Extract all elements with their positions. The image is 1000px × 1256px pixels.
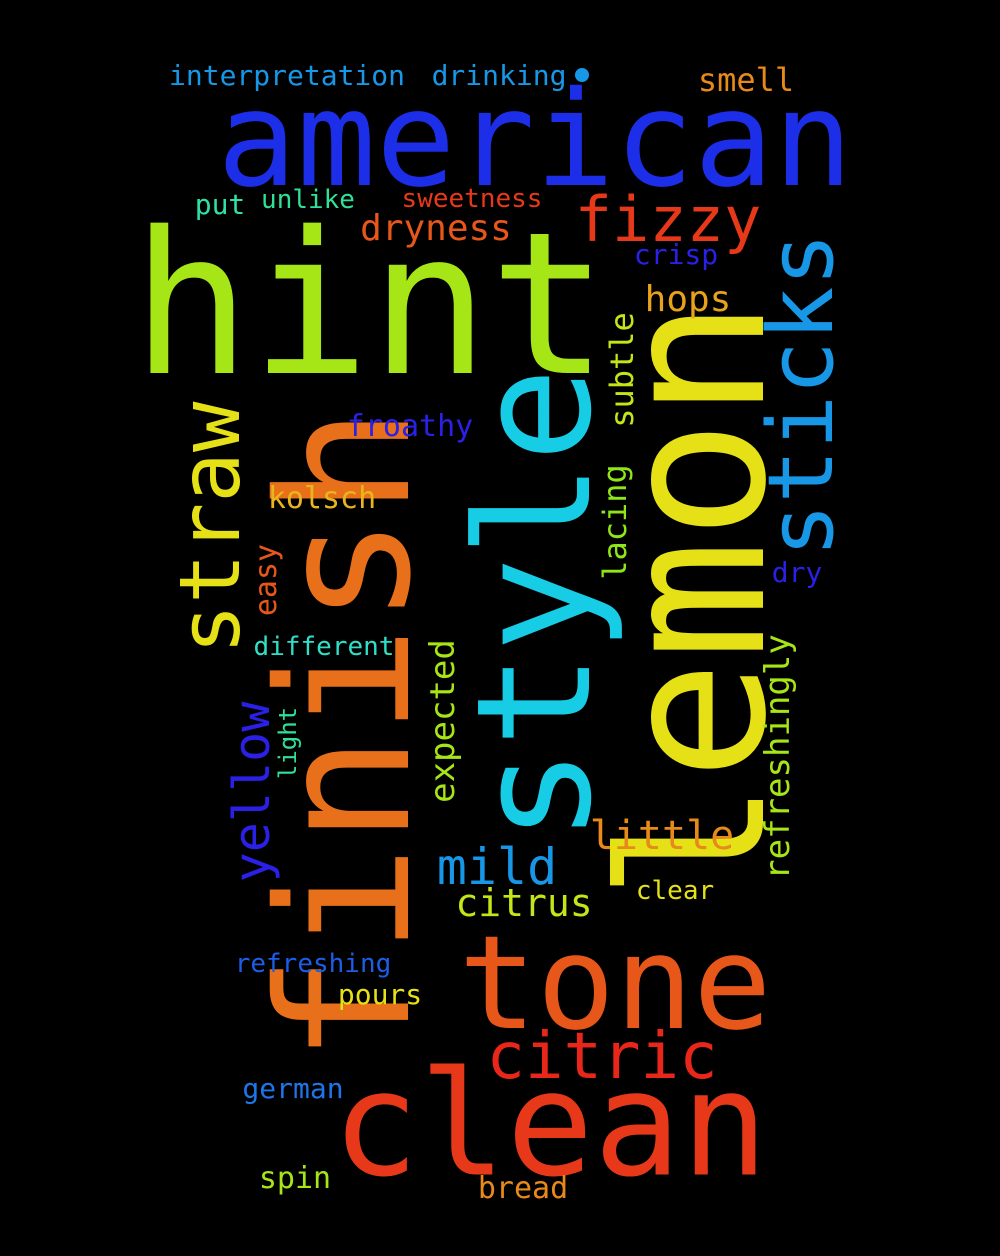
- word-dry: dry: [771, 556, 823, 589]
- word-smell: smell: [697, 61, 795, 99]
- word-pours: pours: [337, 978, 423, 1011]
- word-little: little: [589, 813, 735, 859]
- word-yellow: yellow: [223, 701, 281, 883]
- word-different: different: [253, 632, 395, 662]
- word-kolsch: kolsch: [267, 481, 377, 516]
- word-expected: expected: [423, 639, 463, 803]
- word-tone: tone: [458, 907, 772, 1059]
- word-lacing: lacing: [596, 464, 634, 580]
- word-citric: citric: [486, 1020, 718, 1094]
- word-light: light: [274, 706, 302, 780]
- word-clean: clean: [331, 1040, 769, 1210]
- dot-mark: [575, 68, 589, 82]
- word-crisp: crisp: [633, 238, 719, 271]
- word-unlike: unlike: [261, 185, 355, 215]
- word-fizzy: fizzy: [574, 183, 762, 256]
- word-sticks: sticks: [749, 232, 854, 558]
- word-drinking: drinking: [431, 59, 567, 92]
- word-refreshingly: refreshingly: [758, 634, 798, 880]
- word-sweetness: sweetness: [401, 184, 543, 214]
- word-german: german: [242, 1072, 344, 1105]
- word-refreshing: refreshing: [234, 949, 392, 979]
- word-clear: clear: [635, 876, 715, 906]
- word-hint: hint: [131, 189, 609, 420]
- word-dryness: dryness: [360, 208, 512, 249]
- word-straw: straw: [161, 401, 259, 655]
- word-bread: bread: [477, 1171, 569, 1206]
- word-citrus: citrus: [455, 881, 593, 925]
- word-mild: mild: [436, 838, 558, 896]
- word-american: american: [217, 63, 853, 217]
- word-spin: spin: [258, 1161, 332, 1196]
- word-hops: hops: [644, 279, 732, 320]
- word-style: style: [443, 367, 627, 843]
- word-interpretation: interpretation: [168, 59, 406, 92]
- word-subtle: subtle: [603, 312, 641, 428]
- word-put: put: [194, 188, 246, 221]
- word-easy: easy: [249, 543, 284, 617]
- word-froathy: froathy: [346, 409, 474, 444]
